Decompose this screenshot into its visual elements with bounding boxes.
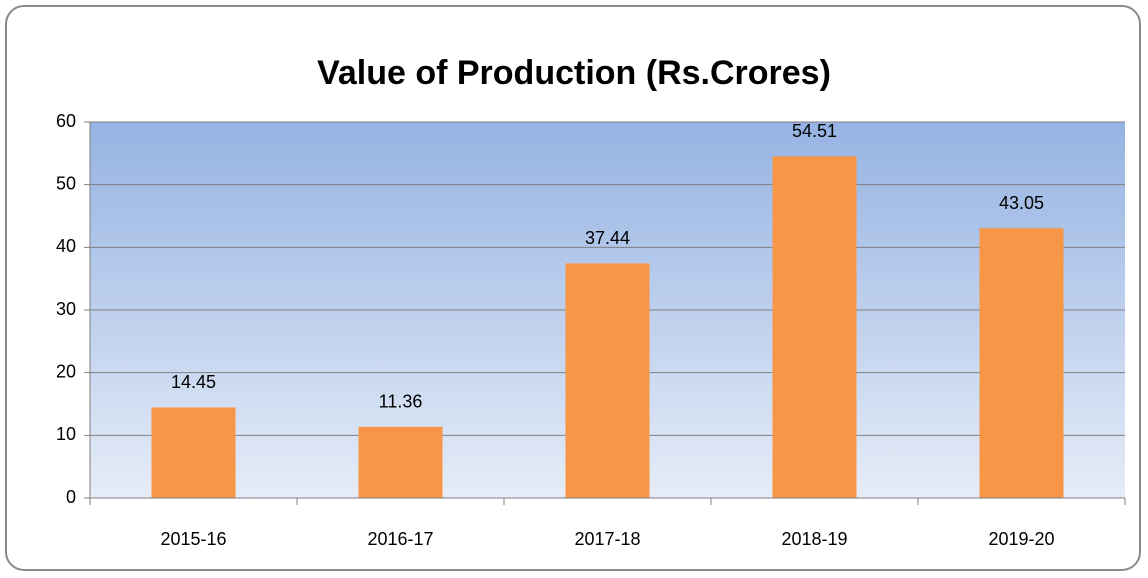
y-tick-label: 30 xyxy=(56,299,76,319)
bar xyxy=(772,156,857,499)
x-tick-label: 2018-19 xyxy=(781,529,847,549)
y-tick-label: 20 xyxy=(56,361,76,381)
data-label: 54.51 xyxy=(792,121,837,141)
chart-title: Value of Production (Rs.Crores) xyxy=(317,54,831,92)
y-tick-label: 40 xyxy=(56,236,76,256)
bar xyxy=(151,407,236,498)
x-tick-label: 2015-16 xyxy=(160,529,226,549)
x-tick-label: 2019-20 xyxy=(988,529,1054,549)
y-tick-label: 60 xyxy=(56,111,76,131)
data-label: 11.36 xyxy=(379,392,423,412)
y-tick-label: 0 xyxy=(66,487,76,507)
data-label: 43.05 xyxy=(999,193,1044,213)
bar xyxy=(979,228,1064,498)
x-tick-label: 2017-18 xyxy=(574,529,640,549)
x-tick-label: 2016-17 xyxy=(367,529,433,549)
bar xyxy=(358,426,443,498)
y-tick-label: 10 xyxy=(56,424,76,444)
y-tick-label: 50 xyxy=(56,173,76,193)
data-label: 37.44 xyxy=(585,228,630,248)
bar xyxy=(565,263,650,498)
data-label: 14.45 xyxy=(171,372,216,392)
